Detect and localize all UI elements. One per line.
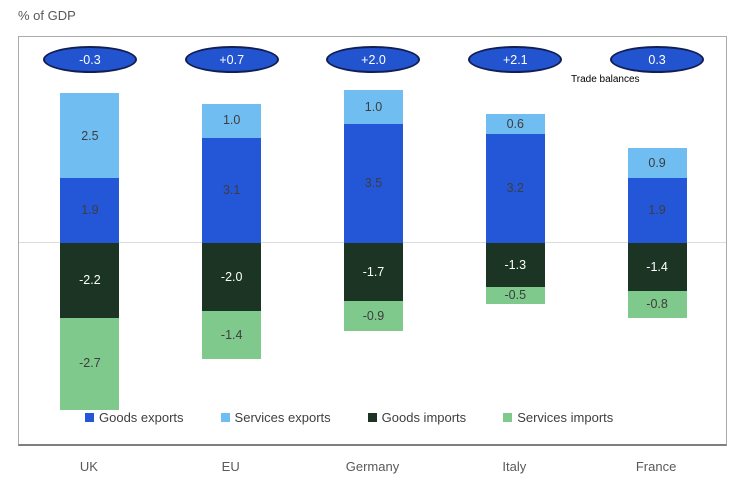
bar-value-label: 0.6: [506, 116, 524, 131]
bar-segment-services-imports-germany: -0.9: [343, 300, 403, 332]
bar-segment-services-imports-eu: -1.4: [202, 311, 262, 359]
bar-value-label: 1.9: [648, 203, 666, 218]
x-axis-label-uk: UK: [79, 458, 98, 474]
x-axis-label-eu: EU: [221, 458, 240, 474]
bar-value-label: -0.9: [362, 308, 385, 323]
bar-columns: -0.3 1.9 2.5 -2.2 -2.7 +0.7 3.1 1.0 -2.0 -1.4 +2.0…: [19, 37, 726, 444]
bar-value-label: -1.7: [362, 264, 385, 279]
bar-segment-services-exports-germany: 1.0: [343, 90, 403, 124]
trade-balances-annotation: Trade balances: [571, 74, 640, 85]
bar-column-italy: +2.1 3.2 0.6 -1.3 -0.5: [444, 37, 586, 444]
bar-segment-goods-imports-germany: -1.7: [343, 243, 403, 301]
bar-segment-goods-exports-eu: 3.1: [202, 137, 262, 243]
trade-balance-badge-france: 0.3: [610, 46, 705, 73]
bar-value-label: -1.4: [220, 327, 243, 342]
legend-item-services-exports: Services exports: [220, 410, 331, 425]
bar-value-label: -2.0: [220, 269, 243, 284]
bar-value-label: 3.2: [506, 181, 524, 196]
bar-segment-services-imports-france: -0.8: [627, 290, 687, 318]
legend-item-services-imports: Services imports: [503, 410, 613, 425]
legend-label: Services imports: [517, 410, 614, 425]
bar-segment-goods-imports-italy: -1.3: [485, 243, 545, 288]
bar-column-eu: +0.7 3.1 1.0 -2.0 -1.4: [161, 37, 303, 444]
bar-value-label: 3.5: [364, 176, 383, 191]
trade-balance-badge-uk: -0.3: [42, 46, 137, 73]
bar-value-label: 0.9: [648, 155, 666, 170]
legend-item-goods-exports: Goods exports: [85, 410, 184, 425]
legend-swatch-goods-imports: [367, 413, 377, 422]
bar-segment-goods-exports-uk: 1.9: [60, 178, 120, 243]
bar-segment-services-imports-italy: -0.5: [485, 287, 545, 305]
x-axis-label-italy: Italy: [502, 458, 527, 474]
bar-segment-goods-imports-france: -1.4: [627, 243, 687, 291]
bar-value-label: -0.8: [646, 296, 668, 311]
bar-segment-services-exports-uk: 2.5: [60, 93, 120, 179]
bar-column-germany: +2.0 3.5 1.0 -1.7 -0.9: [303, 37, 445, 444]
bar-segment-goods-exports-italy: 3.2: [485, 134, 545, 243]
bar-segment-services-imports-uk: -2.7: [60, 317, 120, 410]
legend-swatch-services-exports: [220, 413, 230, 422]
bar-segment-goods-imports-uk: -2.2: [60, 243, 120, 318]
x-axis-label-france: France: [635, 458, 677, 474]
bar-column-france: 0.3 1.9 0.9 -1.4 -0.8: [586, 37, 728, 444]
legend-swatch-services-imports: [503, 413, 513, 422]
bar-value-label: 1.9: [81, 203, 99, 218]
bar-value-label: 2.5: [81, 128, 99, 143]
legend-item-goods-imports: Goods imports: [367, 410, 467, 425]
bar-segment-goods-exports-germany: 3.5: [343, 124, 403, 243]
trade-balance-badge-italy: +2.1: [468, 46, 563, 73]
legend-label: Services exports: [234, 410, 331, 425]
legend: Goods exports Services exports Goods impor…: [85, 410, 650, 425]
trade-balance-badge-germany: +2.0: [326, 46, 421, 73]
bar-value-label: 3.1: [222, 183, 241, 198]
trade-balance-badge-eu: +0.7: [184, 46, 279, 73]
legend-label: Goods imports: [381, 410, 467, 425]
bar-segment-services-exports-eu: 1.0: [202, 103, 262, 138]
bar-value-label: -0.5: [504, 288, 527, 303]
bar-segment-goods-imports-eu: -2.0: [202, 243, 262, 311]
bar-segment-goods-exports-france: 1.9: [627, 178, 687, 243]
bar-value-label: -1.4: [646, 259, 668, 274]
bar-segment-services-exports-france: 0.9: [627, 147, 687, 179]
x-axis-label-germany: Germany: [345, 458, 400, 474]
x-axis-labels: UK EU Germany Italy France: [18, 456, 727, 476]
bar-value-label: -2.7: [79, 356, 101, 371]
bar-column-uk: -0.3 1.9 2.5 -2.2 -2.7: [19, 37, 161, 444]
bar-segment-services-exports-italy: 0.6: [485, 113, 545, 135]
bar-value-label: -2.2: [79, 273, 101, 288]
legend-swatch-goods-exports: [85, 413, 94, 422]
bar-value-label: 1.0: [222, 113, 241, 128]
plot-area: -0.3 1.9 2.5 -2.2 -2.7 +0.7 3.1 1.0 -2.0 -1.4 +2.0…: [18, 36, 727, 446]
legend-label: Goods exports: [99, 410, 184, 425]
bar-value-label: -1.3: [504, 257, 527, 272]
chart-title: % of GDP: [18, 8, 76, 23]
bar-value-label: 1.0: [364, 99, 383, 114]
